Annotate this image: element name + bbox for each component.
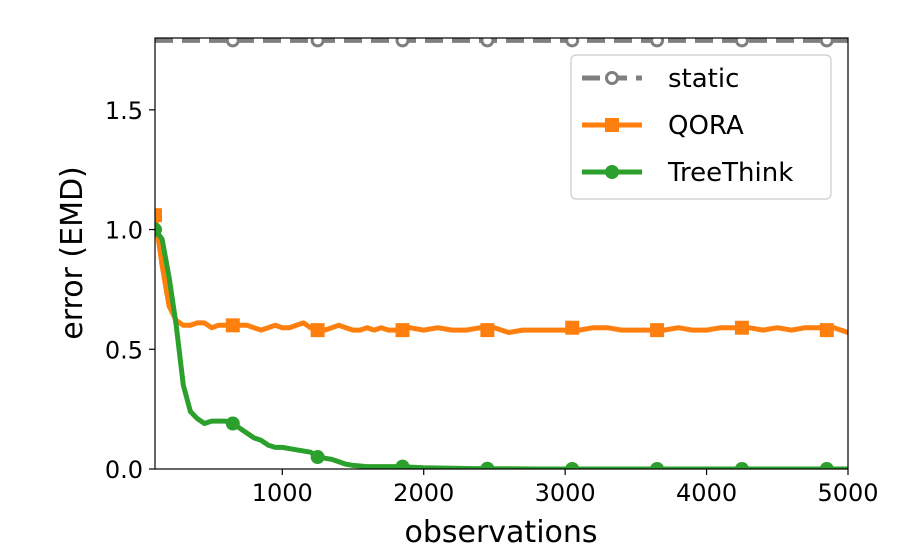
series-layer (155, 38, 848, 469)
legend-item-treethink: TreeThink (582, 158, 793, 188)
x-tick-label: 4000 (676, 479, 737, 507)
qora-point (155, 208, 162, 223)
legend-label-treethink: TreeThink (667, 158, 793, 188)
static-point (819, 38, 834, 48)
legend-label-static: static (668, 64, 739, 94)
treethink-point (650, 462, 665, 469)
x-tick-label: 2000 (393, 479, 454, 507)
legend-marker-qora (605, 118, 619, 132)
legend-marker-static (605, 71, 619, 85)
qora-point (310, 323, 325, 338)
series-treethink (155, 222, 848, 469)
qora-point (225, 318, 240, 333)
legend-item-qora: QORA (582, 111, 744, 141)
treethink-line (155, 227, 848, 469)
treethink-point (565, 462, 580, 469)
x-tick-label: 5000 (817, 479, 878, 507)
treethink-point (225, 416, 240, 431)
x-tick-label: 1000 (252, 479, 313, 507)
y-axis-title: error (EMD) (55, 166, 90, 340)
legend-item-static: static (582, 64, 739, 94)
qora-line (155, 212, 848, 335)
ticks-layer: 1000 2000 3000 4000 5000 0.0 0.5 1.0 1.5 (105, 97, 879, 507)
static-point (395, 38, 410, 48)
legend: static QORA TreeThink (570, 54, 832, 200)
series-static (155, 38, 848, 48)
qora-point (480, 323, 495, 338)
treethink-point (819, 462, 834, 469)
treethink-point (395, 459, 410, 469)
static-point (310, 38, 325, 48)
qora-point (650, 323, 665, 338)
plot-frame (154, 37, 849, 470)
y-tick-label: 1.5 (105, 97, 143, 125)
y-tick-label: 0.5 (105, 336, 143, 364)
qora-point (734, 320, 749, 335)
x-tick-label: 3000 (535, 479, 596, 507)
treethink-point (155, 222, 162, 237)
static-point (225, 38, 240, 48)
qora-point (395, 323, 410, 338)
legend-items: static QORA TreeThink (582, 64, 793, 188)
legend-label-qora: QORA (668, 111, 744, 141)
static-point (650, 38, 665, 48)
treethink-point (480, 461, 495, 469)
qora-point (819, 323, 834, 338)
treethink-point (310, 450, 325, 465)
static-point (480, 38, 495, 48)
series-qora (155, 208, 848, 338)
legend-box (570, 54, 832, 200)
qora-point (565, 320, 580, 335)
y-tick-label: 0.0 (105, 456, 143, 484)
treethink-point (734, 462, 749, 469)
legend-marker-treethink (605, 165, 619, 179)
static-point (734, 38, 749, 48)
y-tick-label: 1.0 (105, 217, 143, 245)
x-axis-title: observations (404, 515, 597, 550)
static-point (565, 38, 580, 48)
